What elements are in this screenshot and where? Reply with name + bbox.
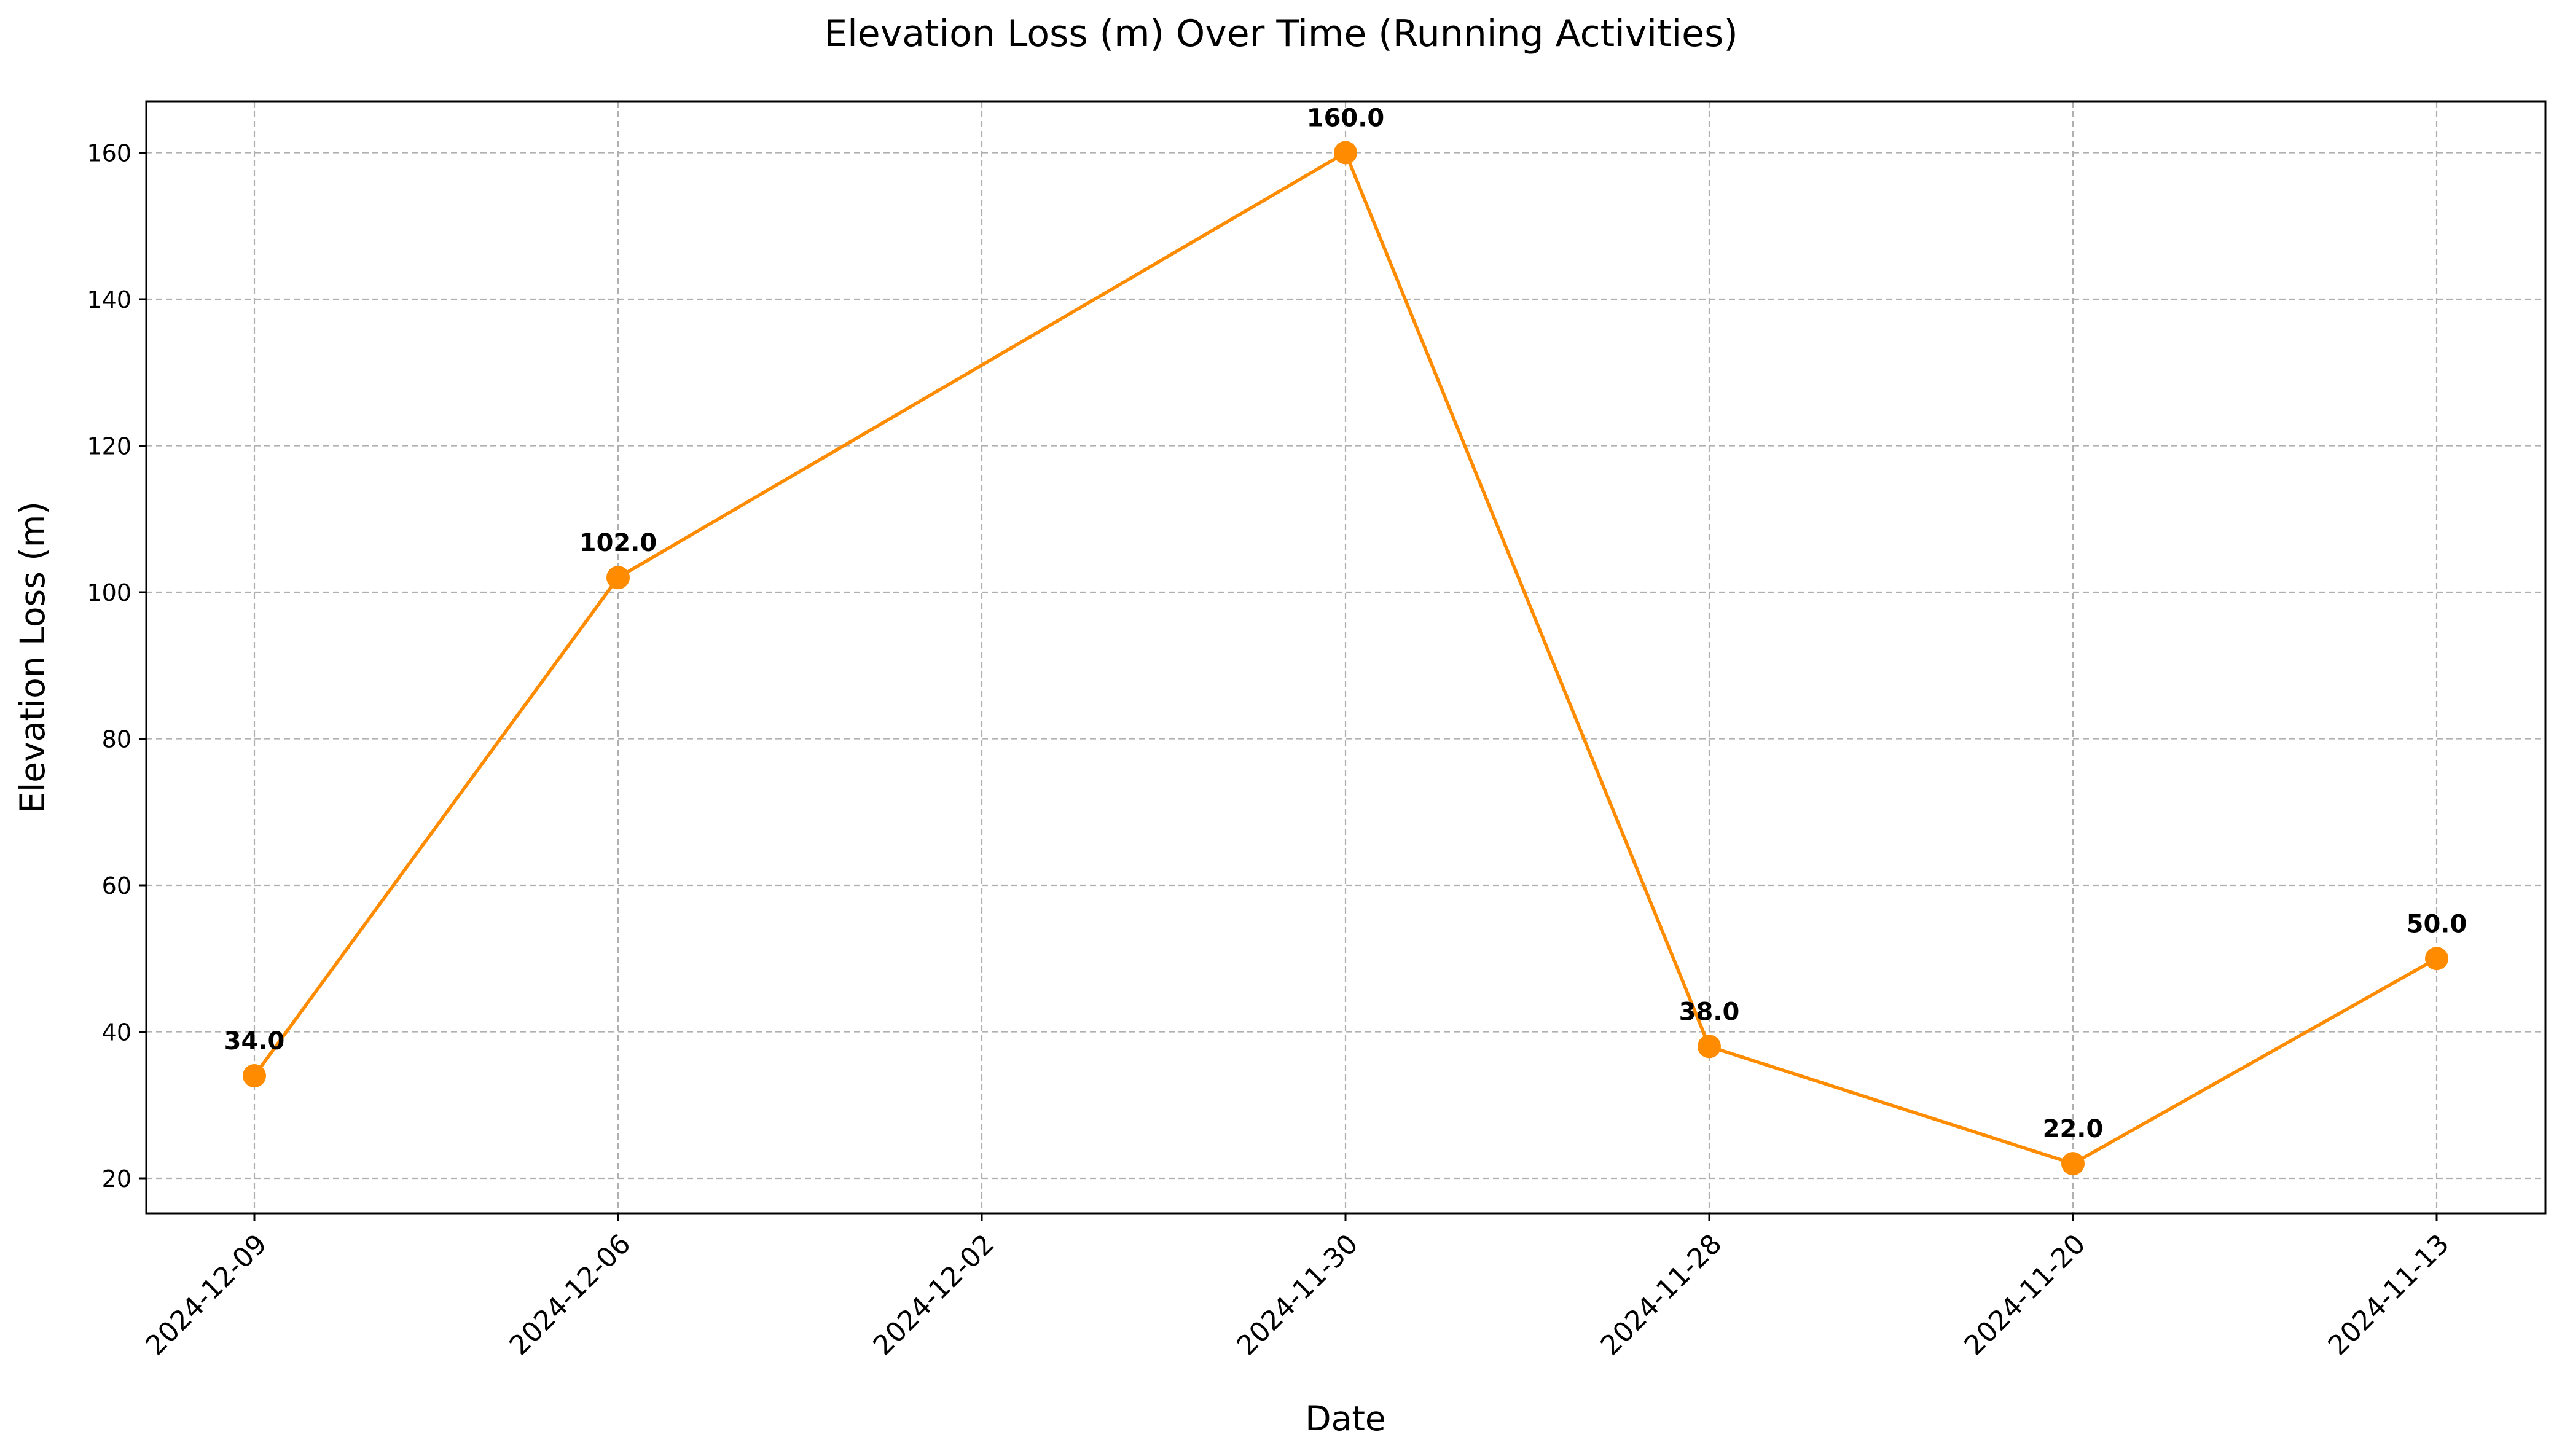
x-tick-label: 2024-12-06 <box>504 1228 637 1361</box>
data-label: 160.0 <box>1307 104 1385 133</box>
x-axis-label: Date <box>1305 1399 1385 1438</box>
data-label: 50.0 <box>2407 910 2467 938</box>
y-axis-label: Elevation Loss (m) <box>13 501 52 813</box>
y-tick-label: 80 <box>102 726 131 753</box>
y-tick-label: 60 <box>102 872 131 899</box>
series-line <box>253 151 2438 1165</box>
data-label: 38.0 <box>1679 998 1740 1026</box>
x-tick-label: 2024-12-02 <box>868 1228 1001 1361</box>
data-label: 22.0 <box>2043 1115 2104 1143</box>
data-point <box>243 1064 266 1088</box>
x-tick-label: 2024-11-20 <box>1959 1228 2092 1361</box>
data-label: 102.0 <box>579 529 657 557</box>
data-point <box>1698 1035 1721 1059</box>
data-point <box>606 566 630 590</box>
x-tick-label: 2024-11-13 <box>2322 1228 2456 1361</box>
y-tick-label: 120 <box>87 433 131 460</box>
y-tick-label: 140 <box>87 286 131 313</box>
x-tick-label: 2024-11-28 <box>1595 1228 1728 1361</box>
x-tick-label: 2024-12-09 <box>140 1228 273 1361</box>
grid-lines <box>146 101 2545 1213</box>
y-tick-label: 100 <box>87 579 131 606</box>
y-tick-label: 20 <box>102 1165 131 1192</box>
data-point <box>2061 1152 2085 1176</box>
x-tick-label: 2024-11-30 <box>1231 1228 1365 1361</box>
y-tick-label: 160 <box>87 140 131 167</box>
data-point <box>2425 947 2448 971</box>
y-tick-label: 40 <box>102 1019 131 1046</box>
chart-title: Elevation Loss (m) Over Time (Running Ac… <box>824 12 1738 55</box>
data-point <box>1334 141 1357 165</box>
data-series: 34.0 102.0 160.0 38.0 22.0 50.0 <box>224 104 2467 1176</box>
data-label: 34.0 <box>224 1027 285 1055</box>
